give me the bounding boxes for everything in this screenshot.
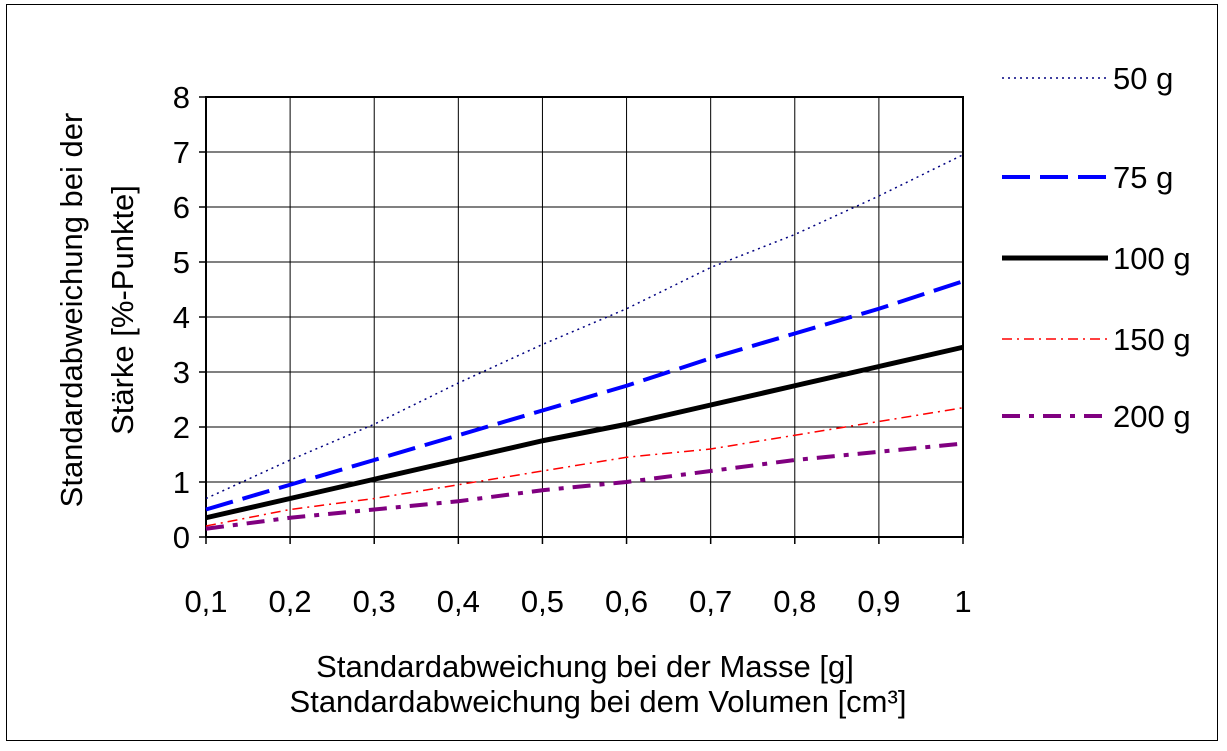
legend-label-100-g: 100 g (1113, 241, 1191, 276)
y-axis-ticks: 0 1 2 3 4 5 6 7 8 (173, 80, 206, 555)
series-layer (205, 154, 964, 531)
y-tick-label-3: 3 (173, 355, 190, 390)
series-line-50-g (205, 154, 964, 500)
y-tick-label-7: 7 (173, 135, 190, 170)
y-tick-label-6: 6 (173, 190, 190, 225)
x-tick-label-6: 0,7 (689, 584, 732, 619)
x-axis-ticks: 0,1 0,2 0,3 0,4 0,5 0,6 0,7 0,8 0,9 1 (184, 537, 972, 619)
chart-frame (6, 4, 1218, 741)
x-tick-label-0: 0,1 (184, 584, 227, 619)
y-tick-label-8: 8 (173, 80, 190, 115)
y-tick-label-5: 5 (173, 245, 190, 280)
y-tick-label-2: 2 (173, 410, 190, 445)
y-tick-label-0: 0 (173, 520, 190, 555)
legend-label-200-g: 200 g (1113, 399, 1191, 434)
y-axis-label-line2: Stärke [%-Punkte] (105, 185, 140, 435)
legend-label-50-g: 50 g (1113, 61, 1173, 96)
x-tick-label-3: 0,4 (437, 584, 480, 619)
x-tick-label-5: 0,6 (605, 584, 648, 619)
x-axis-label-line2: Standardabweichung bei dem Volumen [cm³] (290, 684, 907, 719)
series-line-150-g (205, 407, 964, 527)
x-tick-label-8: 0,9 (857, 584, 900, 619)
legend: 50 g 75 g 100 g 150 g 200 g (1002, 61, 1191, 434)
x-tick-label-4: 0,5 (521, 584, 564, 619)
x-tick-label-7: 0,8 (773, 584, 816, 619)
x-tick-label-9: 1 (954, 584, 971, 619)
x-axis-label-line1: Standardabweichung bei der Masse [g] (316, 649, 854, 684)
series-line-75-g (205, 279, 964, 512)
y-tick-label-4: 4 (173, 300, 190, 335)
x-tick-label-2: 0,3 (353, 584, 396, 619)
legend-label-150-g: 150 g (1113, 322, 1191, 357)
series-line-200-g (205, 441, 964, 531)
y-tick-label-1: 1 (173, 465, 190, 500)
x-tick-label-1: 0,2 (269, 584, 312, 619)
y-axis-label-line1: Standardabweichung bei der (54, 113, 89, 508)
legend-label-75-g: 75 g (1113, 160, 1173, 195)
series-line-100-g (205, 344, 964, 521)
